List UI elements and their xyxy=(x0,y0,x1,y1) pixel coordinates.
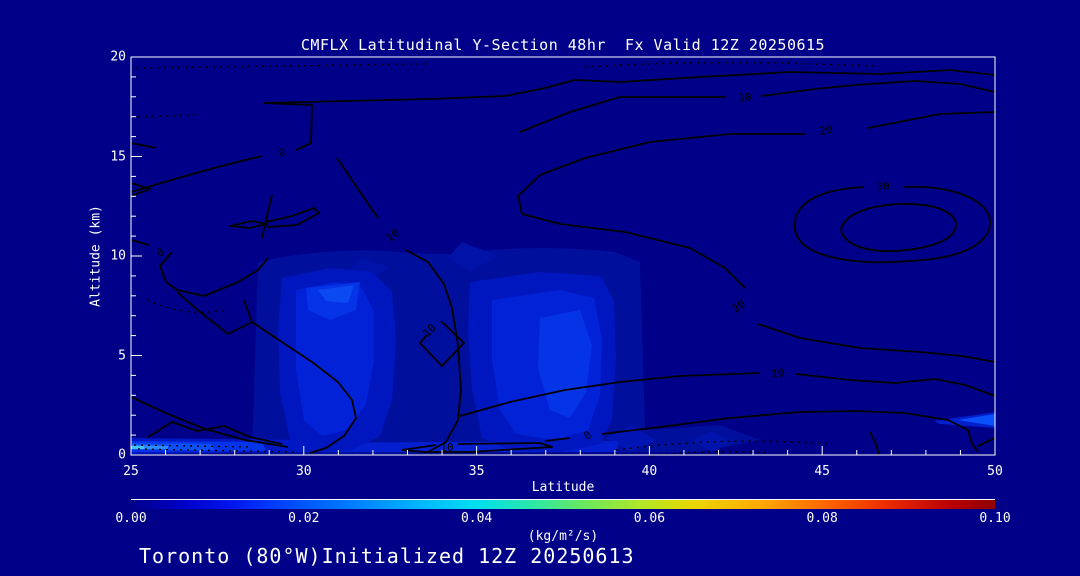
x-tick-label: 35 xyxy=(468,464,485,479)
x-tick-label: 40 xyxy=(641,464,658,479)
filled-contour-region xyxy=(318,285,354,303)
colorbar-tick-label: 0.06 xyxy=(633,511,666,526)
contour-line xyxy=(794,186,865,223)
contour-line xyxy=(263,102,313,151)
y-tick-label: 10 xyxy=(110,248,126,264)
contour-line xyxy=(401,442,553,453)
contour-line xyxy=(867,111,996,129)
contour-line xyxy=(761,80,996,97)
contour-line xyxy=(263,69,996,104)
x-tick-label: 50 xyxy=(987,464,1003,479)
colorbar-gradient xyxy=(131,499,995,509)
contour-line-dotted xyxy=(146,299,230,314)
filled-contour-region xyxy=(692,431,732,452)
colorbar-tick-label: 0.08 xyxy=(806,511,838,526)
contour-line xyxy=(405,249,462,453)
contour-line xyxy=(176,291,253,335)
x-tick-label: 25 xyxy=(123,464,139,479)
contour-line xyxy=(159,251,269,297)
contour-line xyxy=(401,444,437,451)
filled-contour-region xyxy=(538,310,592,418)
x-tick-label: 30 xyxy=(295,464,312,479)
contour-value-label: 10 xyxy=(738,90,752,104)
contour-line xyxy=(130,142,157,149)
contour-line xyxy=(459,372,761,417)
y-tick-label: 20 xyxy=(110,49,126,65)
contour-line xyxy=(130,155,263,193)
colorbar-tick-label: 0.10 xyxy=(979,511,1011,526)
contour-line xyxy=(251,321,357,454)
filled-contour-region xyxy=(448,242,498,272)
contour-line xyxy=(544,437,571,442)
contour-value-label: 10 xyxy=(383,226,401,244)
colorbar-units-label: (kg/m²/s) xyxy=(527,529,599,544)
filled-contour-region xyxy=(131,446,144,449)
contour-line xyxy=(265,207,320,228)
y-tick-label: 5 xyxy=(118,348,126,363)
colorbar-tick-label: 0.02 xyxy=(288,511,320,526)
contour-line xyxy=(419,320,465,367)
contour-line xyxy=(229,220,267,229)
contour-line xyxy=(130,239,150,246)
contour-line xyxy=(793,185,991,264)
contour-line xyxy=(601,410,979,453)
contour-line xyxy=(795,373,996,397)
contour-value-label: 10 xyxy=(770,366,785,381)
contour-line xyxy=(517,133,806,289)
contour-line-dotted xyxy=(135,63,426,69)
contour-line-dotted xyxy=(615,440,831,451)
contour-value-label: 20 xyxy=(818,123,834,138)
contour-line xyxy=(869,431,880,456)
contour-line xyxy=(130,182,151,197)
contour-value-label: 0 xyxy=(276,145,287,159)
filled-contour-region xyxy=(296,282,374,436)
x-axis-label: Latitude xyxy=(531,480,595,495)
contour-value-label: 30 xyxy=(876,180,889,193)
contour-line-dotted xyxy=(584,61,879,68)
colorbar-tick-label: 0.00 xyxy=(115,511,147,526)
y-tick-label: 0 xyxy=(118,447,126,463)
contour-line-dotted xyxy=(130,114,197,118)
contour-line xyxy=(147,421,283,445)
x-tick-label: 45 xyxy=(814,464,831,479)
y-axis-label: Altitude (km) xyxy=(88,205,104,307)
contour-value-label: 10 xyxy=(440,441,453,454)
filled-contour-region xyxy=(958,414,995,426)
footer-init-label: Toronto (80°W)Initialized 12Z 20250613 xyxy=(139,544,635,568)
contour-line xyxy=(336,157,379,219)
colorbar-tick-label: 0.04 xyxy=(460,511,493,526)
contour-line xyxy=(261,194,273,239)
filled-contour-region xyxy=(350,258,390,280)
contour-line xyxy=(977,437,996,447)
contour-value-label: 20 xyxy=(730,297,748,315)
contour-line xyxy=(840,203,957,252)
y-tick-label: 15 xyxy=(110,149,126,164)
contour-line xyxy=(757,323,996,363)
contour-value-label: 0 xyxy=(154,245,167,259)
chart-title: CMFLX Latitudinal Y-Section 48hr Fx Vali… xyxy=(300,36,826,54)
contour-line xyxy=(519,96,726,133)
